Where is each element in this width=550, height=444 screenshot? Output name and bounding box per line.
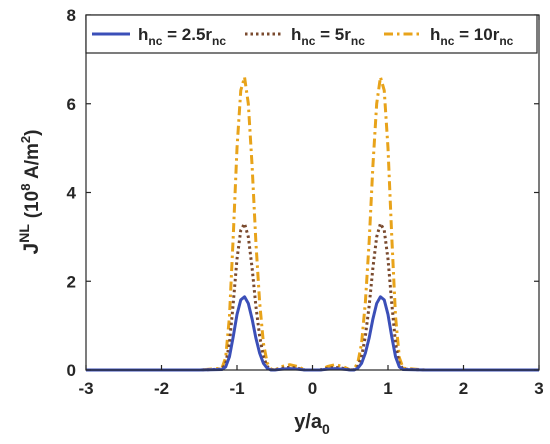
x-tick-label: -3 xyxy=(78,379,93,398)
y-tick-label: 8 xyxy=(67,6,76,25)
legend-entry-2: hnc = 5rnc xyxy=(245,25,365,48)
x-tick-label: 1 xyxy=(383,379,392,398)
legend-box xyxy=(85,14,538,54)
legend-label-3: hnc = 10rnc xyxy=(430,25,514,48)
ticks-layer: -3 -2 -1 0 1 2 3 0 2 4 6 8 xyxy=(67,6,544,398)
x-tick-label: 0 xyxy=(308,379,317,398)
legend-entry-3: hnc = 10rnc xyxy=(384,25,514,48)
x-tick-label: -1 xyxy=(229,379,244,398)
x-tick-label: 3 xyxy=(534,379,543,398)
x-tick-label: 2 xyxy=(459,379,468,398)
x-tick-label: -2 xyxy=(154,379,169,398)
y-tick-label: 2 xyxy=(67,272,76,291)
plot-area xyxy=(86,15,539,370)
y-axis-title: JNL (108 A/m2) xyxy=(16,130,43,255)
x-axis-title: y/a0 xyxy=(294,411,330,437)
legend-label-2: hnc = 5rnc xyxy=(291,25,365,48)
legend: hnc = 2.5rnc hnc = 5rnc hnc = 10rnc xyxy=(85,14,538,54)
y-tick-label: 0 xyxy=(67,361,76,380)
y-tick-label: 4 xyxy=(67,184,77,203)
y-tick-label: 6 xyxy=(67,95,76,114)
legend-entry-1: hnc = 2.5rnc xyxy=(92,25,226,48)
legend-label-1: hnc = 2.5rnc xyxy=(138,25,226,48)
